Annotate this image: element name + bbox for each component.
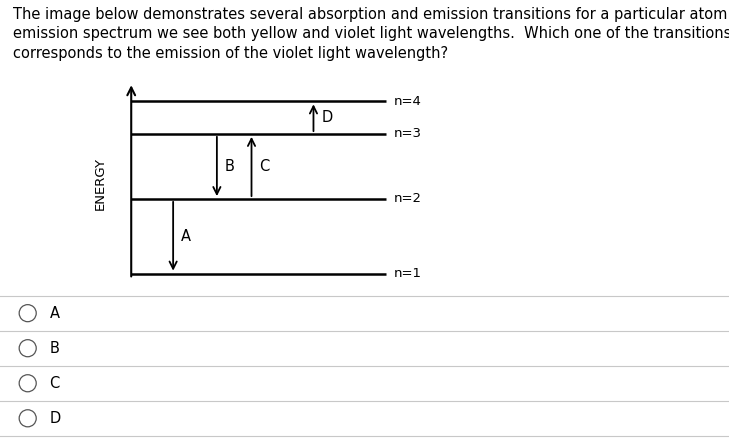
Text: ENERGY: ENERGY <box>94 157 106 210</box>
Text: D: D <box>321 110 332 125</box>
Text: corresponds to the emission of the violet light wavelength?: corresponds to the emission of the viole… <box>13 46 448 61</box>
Text: n=3: n=3 <box>394 127 421 141</box>
Circle shape <box>19 305 36 321</box>
Circle shape <box>19 410 36 427</box>
Circle shape <box>19 340 36 357</box>
Text: C: C <box>50 376 60 391</box>
Text: emission spectrum we see both yellow and violet light wavelengths.  Which one of: emission spectrum we see both yellow and… <box>13 26 729 41</box>
Text: The image below demonstrates several absorption and emission transitions for a p: The image below demonstrates several abs… <box>13 7 729 21</box>
Text: B: B <box>225 159 235 174</box>
Text: A: A <box>50 306 60 321</box>
Text: n=1: n=1 <box>394 267 421 280</box>
Text: B: B <box>50 341 60 356</box>
Circle shape <box>19 375 36 392</box>
Text: D: D <box>50 411 61 426</box>
Text: n=4: n=4 <box>394 95 421 108</box>
Text: C: C <box>260 159 270 174</box>
Text: n=2: n=2 <box>394 192 421 205</box>
Text: A: A <box>181 229 191 244</box>
